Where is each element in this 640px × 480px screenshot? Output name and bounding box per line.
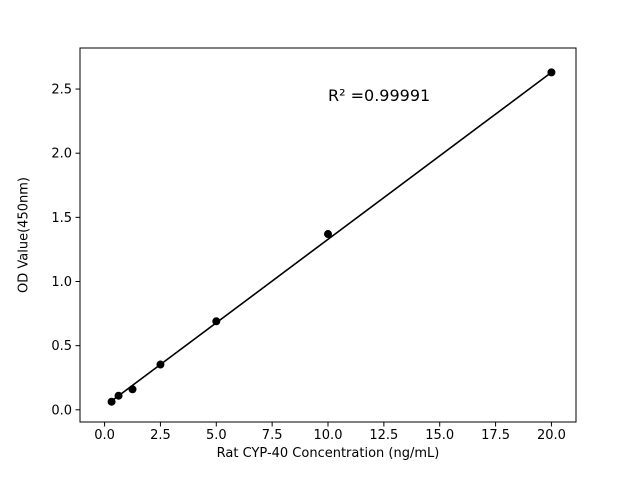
y-tick-label: 2.0 [51, 147, 72, 162]
x-tick-label: 12.5 [369, 428, 398, 443]
x-tick-label: 7.5 [262, 428, 283, 443]
y-tick-label: 0.5 [51, 339, 72, 354]
data-point [107, 397, 116, 406]
x-tick-label: 5.0 [206, 428, 227, 443]
data-point [324, 230, 332, 239]
data-point [156, 360, 165, 369]
y-tick-label: 2.5 [51, 83, 72, 98]
y-tick-label: 0.0 [51, 403, 72, 418]
data-point [212, 317, 221, 326]
x-axis-label: Rat CYP-40 Concentration (ng/mL) [216, 446, 440, 461]
x-tick-label: 0.0 [94, 428, 115, 443]
x-tick-label: 15.0 [425, 428, 454, 443]
x-tick-label: 10.0 [314, 428, 343, 443]
y-axis-label: OD Value(450nm) [16, 177, 32, 293]
data-point [128, 385, 137, 394]
plot-border [79, 47, 577, 423]
x-tick-label: 20.0 [537, 428, 566, 443]
y-tick-label: 1.5 [51, 211, 72, 226]
x-tick-label: 2.5 [150, 428, 171, 443]
data-point [547, 68, 556, 77]
r-squared-annotation: R² =0.99991 [328, 86, 431, 105]
y-tick-label: 1.0 [51, 275, 72, 290]
data-point [114, 391, 123, 400]
x-tick-label: 17.5 [481, 428, 510, 443]
fit-line [111, 71, 552, 402]
